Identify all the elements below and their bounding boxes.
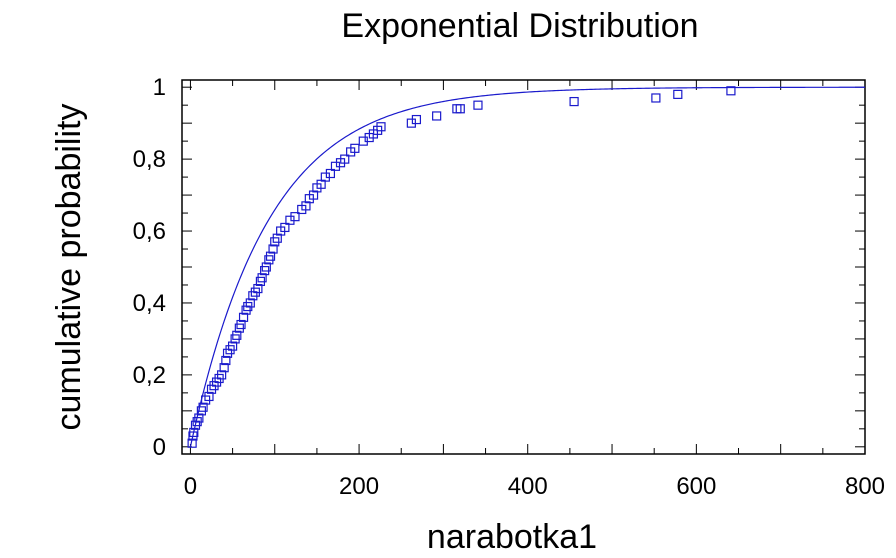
x-tick-label: 0 [184,473,197,500]
data-point [325,168,336,179]
y-tick-label: 0,4 [133,290,166,317]
data-point [432,111,442,121]
data-point [245,298,255,308]
data-point [726,86,736,96]
y-tick-label: 0 [153,434,166,461]
axis-ticks [182,80,866,454]
data-point [473,100,483,110]
data-point [261,262,271,272]
data-point [301,201,311,211]
data-point [290,212,300,222]
data-point [194,413,204,423]
y-tick-label: 1 [153,74,166,101]
data-point [189,427,199,438]
data-point [232,330,242,340]
x-tick-label: 600 [676,473,716,500]
data-point [227,341,238,351]
data-point [221,355,231,366]
plot-frame [181,79,866,455]
data-point [272,233,282,243]
data-point [651,93,661,103]
data-point [257,273,267,283]
x-tick-label: 400 [508,473,548,500]
x-axis-label: narabotka1 [427,518,597,556]
data-point [253,283,263,294]
data-point [219,363,229,373]
data-point [569,96,579,107]
data-point [280,222,290,233]
data-point [204,391,214,402]
data-point [265,251,276,261]
data-point [673,89,683,99]
y-tick-label: 0,2 [133,362,166,389]
data-point [308,190,319,200]
data-point [350,143,360,153]
fitted-exponential-curve [189,86,865,447]
chart-title: Exponential Distribution [341,7,698,45]
data-point [268,244,278,254]
x-tick-label: 800 [845,473,885,500]
x-tick-label: 200 [339,473,379,500]
data-point [236,319,246,330]
y-tick-label: 0,8 [133,146,166,173]
data-point [187,438,197,448]
data-point [411,114,422,125]
data-point [452,104,462,114]
data-points [187,86,736,448]
data-point [376,122,386,132]
axis-tick-labels: 0 200 400 600 800 0 0,2 0,4 0,6 0,8 1 [133,74,885,500]
data-point [455,104,465,114]
data-point [217,370,227,380]
y-tick-label: 0,6 [133,218,166,245]
data-point [238,312,249,322]
data-point [340,154,350,164]
y-axis-label: cumulative probability [50,104,88,431]
data-point [198,402,208,412]
